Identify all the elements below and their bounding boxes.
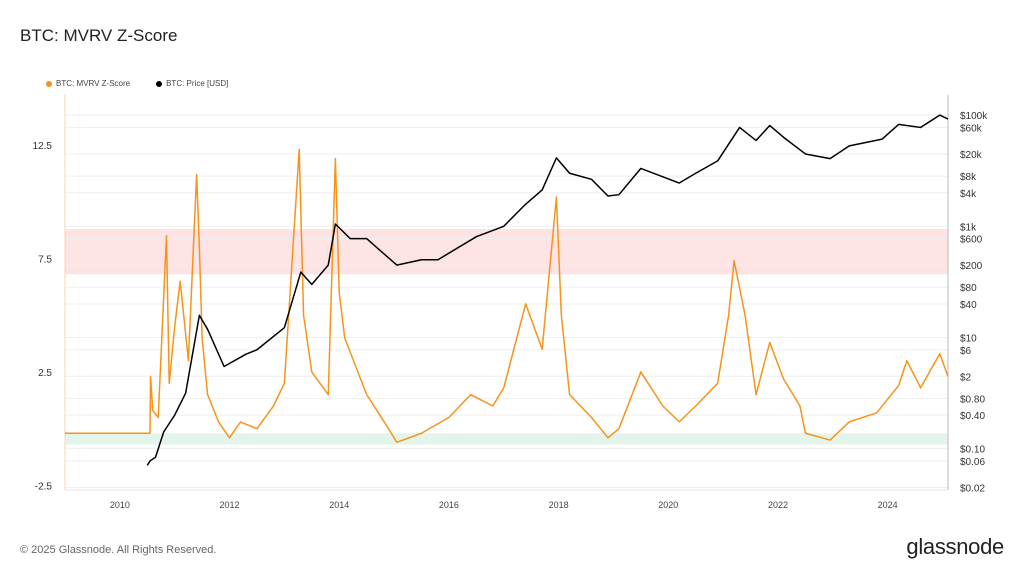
right-tick-label: $8k (960, 172, 977, 183)
right-tick-label: $4k (960, 189, 977, 200)
right-tick-label: $100k (960, 111, 988, 122)
overvalued-band (65, 228, 948, 275)
right-tick-label: $200 (960, 261, 983, 272)
page-title: BTC: MVRV Z-Score (20, 26, 178, 45)
x-tick-label: 2024 (878, 500, 898, 510)
x-tick-label: 2012 (220, 500, 240, 510)
legend-label: BTC: MVRV Z-Score (56, 79, 131, 88)
legend-item-zscore[interactable]: BTC: MVRV Z-Score (46, 79, 130, 88)
right-tick-label: $0.06 (960, 457, 985, 468)
right-tick-label: $20k (960, 150, 983, 161)
right-tick-label: $600 (960, 235, 983, 246)
left-tick-label: 12.5 (33, 141, 53, 152)
left-tick-label: 7.5 (38, 254, 52, 265)
legend-item-price[interactable]: BTC: Price [USD] (156, 79, 228, 88)
right-tick-label: $40 (960, 300, 977, 311)
right-tick-label: $1k (960, 222, 977, 233)
x-tick-label: 2010 (110, 500, 130, 510)
right-tick-label: $0.80 (960, 394, 985, 405)
x-tick-label: 2016 (439, 500, 459, 510)
x-tick-label: 2018 (549, 500, 569, 510)
right-tick-label: $80 (960, 283, 977, 294)
price-line (146, 114, 949, 466)
right-tick-label: $6 (960, 346, 972, 357)
right-tick-label: $60k (960, 123, 983, 134)
copyright: © 2025 Glassnode. All Rights Reserved. (20, 544, 217, 556)
legend-label: BTC: Price [USD] (166, 79, 229, 88)
zscore-line (65, 148, 949, 444)
x-tick-label: 2022 (768, 500, 788, 510)
left-tick-label: -2.5 (35, 481, 53, 492)
x-tick-label: 2020 (658, 500, 678, 510)
black-dot-icon (156, 80, 163, 87)
right-tick-label: $0.10 (960, 445, 985, 456)
right-tick-label: $2 (960, 372, 972, 383)
right-tick-label: $10 (960, 333, 977, 344)
right-tick-label: $0.40 (960, 411, 985, 422)
legend: BTC: MVRV Z-Score BTC: Price [USD] (46, 79, 228, 88)
orange-dot-icon (46, 80, 52, 87)
right-tick-label: $0.02 (960, 483, 985, 494)
x-tick-label: 2014 (329, 500, 349, 510)
accumulation-band (65, 433, 948, 445)
glassnode-logo: glassnode (906, 534, 1004, 559)
left-tick-label: 2.5 (38, 368, 52, 379)
